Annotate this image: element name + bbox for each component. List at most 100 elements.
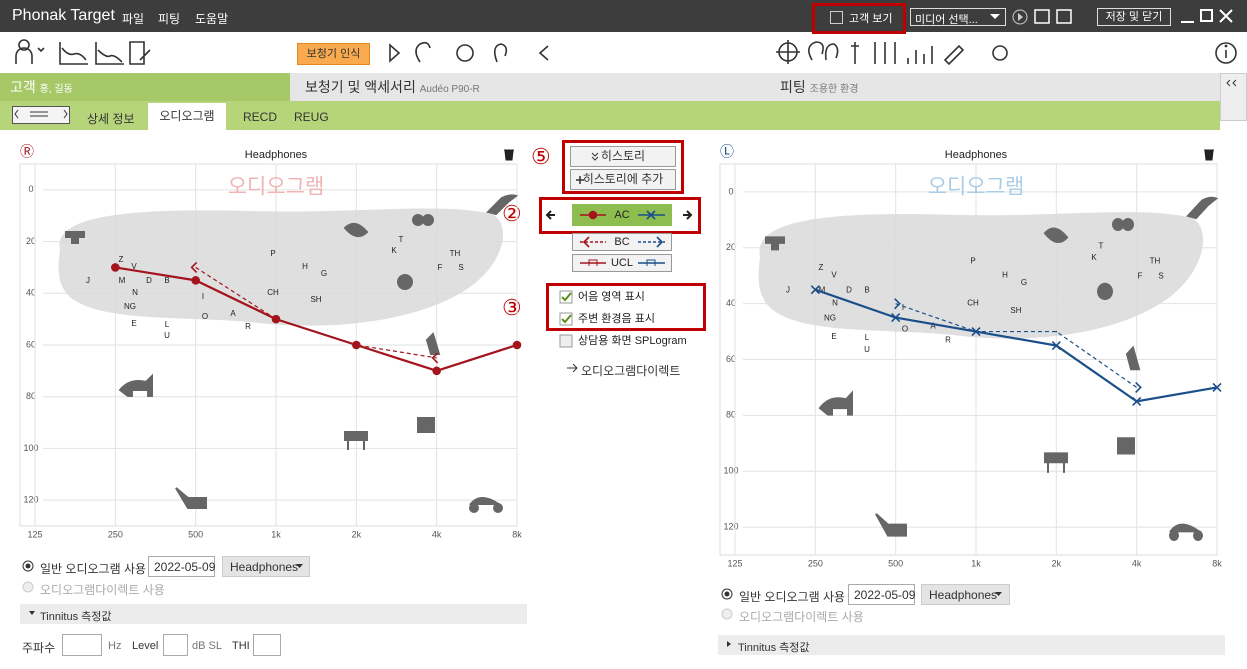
people-icon: [1112, 218, 1124, 231]
checkbox-label: 상담용 화면 SPLogram: [578, 334, 687, 347]
detect-button[interactable]: 보청기 인식: [297, 43, 370, 65]
bc-point: [275, 318, 277, 320]
marker: [432, 366, 441, 376]
legend-active[interactable]: [572, 204, 672, 226]
speech-sound: D: [846, 284, 852, 294]
speech-sound: B: [164, 276, 169, 285]
level-input[interactable]: [163, 634, 188, 656]
nav-buttons[interactable]: [12, 106, 70, 124]
speech-sound: P: [270, 249, 275, 258]
media-select[interactable]: 미디어 선택...: [910, 8, 1006, 26]
section-customer[interactable]: [0, 73, 290, 101]
save-close-button[interactable]: 저장 및 닫기: [1097, 8, 1171, 26]
marker: [512, 340, 522, 350]
tinnitus-bar[interactable]: [718, 635, 1225, 655]
chrome-icons: [15, 9, 1237, 66]
bc-line: [895, 303, 1138, 388]
piano-icon: [344, 431, 368, 450]
marker: [111, 263, 120, 272]
customer-view-label[interactable]: 고객 보기: [849, 13, 893, 25]
faucet-icon: [765, 236, 785, 251]
dog-icon: [118, 373, 153, 397]
marker: [190, 261, 198, 273]
legend-button[interactable]: [572, 233, 672, 251]
dog-icon: [818, 390, 853, 416]
speech-sound: V: [831, 269, 837, 279]
section-title[interactable]: 고객 홍, 길동: [10, 77, 73, 97]
highlight-box: [539, 197, 701, 234]
x-tick-label: 2k: [352, 529, 362, 539]
tab-active[interactable]: 오디오그램: [148, 103, 226, 130]
speech-sound: K: [391, 246, 397, 255]
transducer-select[interactable]: Headphones: [921, 584, 1010, 605]
frequency-input[interactable]: [62, 634, 102, 656]
speech-sound: I: [902, 302, 904, 312]
section-detail: 조용한 환경: [809, 84, 859, 95]
speech-sound: S: [458, 263, 463, 272]
menu[interactable]: 피팅: [158, 12, 181, 26]
tab[interactable]: 상세 정보: [87, 112, 135, 126]
ear-side: Ⓛ: [720, 144, 734, 160]
checkbox[interactable]: [830, 11, 843, 24]
y-tick-label: 40: [26, 288, 36, 298]
legend-label: AC: [614, 209, 629, 221]
people-icon: [422, 214, 434, 226]
x-tick-label: 2k: [1052, 558, 1062, 568]
speech-sound: CH: [267, 288, 279, 297]
y-tick-label: 20: [26, 236, 36, 246]
date-field[interactable]: 2022-05-09: [848, 584, 915, 605]
bird-icon: [1186, 196, 1219, 220]
direct-link[interactable]: 오디오그램다이렉트: [581, 364, 681, 378]
section-detail: Audéo P90-R: [419, 84, 480, 95]
radio-label[interactable]: 오디오그램다이렉트 사용: [739, 610, 864, 624]
add-history-label: 히스토리에 추가: [582, 172, 664, 186]
speech-sound: NG: [824, 312, 836, 322]
tab[interactable]: REUG: [294, 110, 329, 124]
checkbox-label: 어음 영역 표시: [578, 290, 645, 303]
speech-sound: B: [864, 284, 870, 294]
marker: [891, 313, 901, 323]
leaf-icon: [1043, 227, 1069, 243]
y-tick-label: 40: [726, 298, 736, 308]
marker: [646, 210, 656, 220]
thi-input[interactable]: [253, 634, 281, 656]
date: 2022-05-09: [854, 588, 916, 602]
menu[interactable]: 파일: [122, 12, 145, 26]
tinnitus-bar[interactable]: [20, 604, 527, 624]
speech-sound: SH: [310, 295, 321, 304]
history-button[interactable]: 히스토리: [570, 146, 676, 167]
static-shapes: [14, 79, 1237, 647]
section-title[interactable]: 피팅 조용한 환경: [780, 77, 858, 97]
tab[interactable]: RECD: [243, 110, 278, 124]
legend-button[interactable]: [572, 254, 672, 272]
watermark: 오디오그램: [928, 176, 1025, 199]
radio-label[interactable]: 오디오그램다이렉트 사용: [40, 583, 165, 597]
speech-sound: U: [164, 331, 170, 340]
transducer: Headphones: [929, 588, 998, 602]
add-history-button[interactable]: 히스토리에 추가: [570, 169, 676, 190]
transducer-select[interactable]: Headphones: [222, 556, 310, 577]
y-tick-label: 0: [28, 184, 33, 194]
date-field[interactable]: 2022-05-09: [148, 556, 215, 577]
tinnitus-label: Tinnitus 측정값: [738, 642, 810, 654]
x-tick-label: 250: [808, 558, 823, 568]
wheel-icon: [493, 503, 503, 513]
section-detail: 홍, 길동: [39, 84, 73, 95]
wheel-icon: [1169, 530, 1179, 541]
radio-label[interactable]: 일반 오디오그램 사용: [40, 562, 147, 576]
marker: [656, 236, 664, 248]
radio-label[interactable]: 일반 오디오그램 사용: [739, 590, 846, 604]
speech-sound: TH: [1150, 255, 1161, 265]
checkbox: [559, 334, 573, 348]
x-tick-label: 500: [888, 558, 903, 568]
phone-icon: [1117, 437, 1135, 455]
speech-sound: M: [819, 284, 826, 294]
menu[interactable]: 도움말: [195, 12, 229, 26]
callout: ⑤: [531, 144, 551, 169]
phone-icon: [417, 417, 435, 433]
speech-sound: E: [131, 319, 136, 328]
section-title[interactable]: 보청기 및 액세서리 Audéo P90-R: [305, 77, 480, 97]
section-bar: [290, 73, 1220, 101]
y-tick-label: 0: [728, 186, 733, 196]
